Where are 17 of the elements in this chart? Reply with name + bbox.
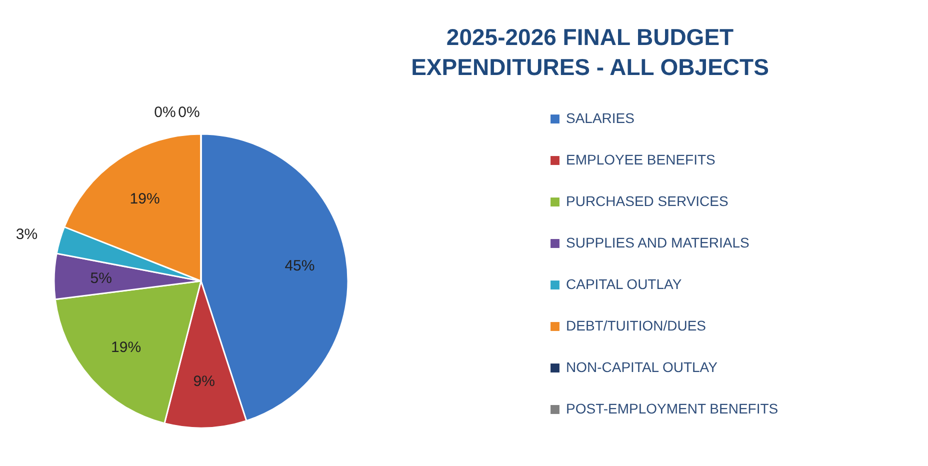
legend-label: PURCHASED SERVICES bbox=[566, 193, 728, 209]
data-label: 45% bbox=[284, 257, 315, 274]
chart-title: 2025-2026 FINAL BUDGET EXPENDITURES - ALL OBJECTS bbox=[411, 24, 769, 80]
data-label: 3% bbox=[16, 226, 38, 243]
text: 0% bbox=[154, 104, 176, 121]
legend-label: DEBT/TUITION/DUES bbox=[566, 318, 706, 334]
data-label: 9% bbox=[193, 372, 215, 390]
data-label: 5% bbox=[90, 270, 112, 287]
legend-label: SALARIES bbox=[566, 110, 634, 126]
text: 0% bbox=[178, 104, 200, 121]
legend-label: CAPITAL OUTLAY bbox=[566, 276, 682, 292]
legend-label: POST-EMPLOYMENT BENEFITS bbox=[566, 400, 778, 416]
legend-label: NON-CAPITAL OUTLAY bbox=[566, 359, 718, 375]
data-label: 19% bbox=[130, 190, 160, 208]
data-label: 19% bbox=[111, 339, 142, 356]
legend-label: SUPPLIES AND MATERIALS bbox=[566, 234, 750, 250]
legend-label: EMPLOYEE BENEFITS bbox=[566, 152, 716, 168]
